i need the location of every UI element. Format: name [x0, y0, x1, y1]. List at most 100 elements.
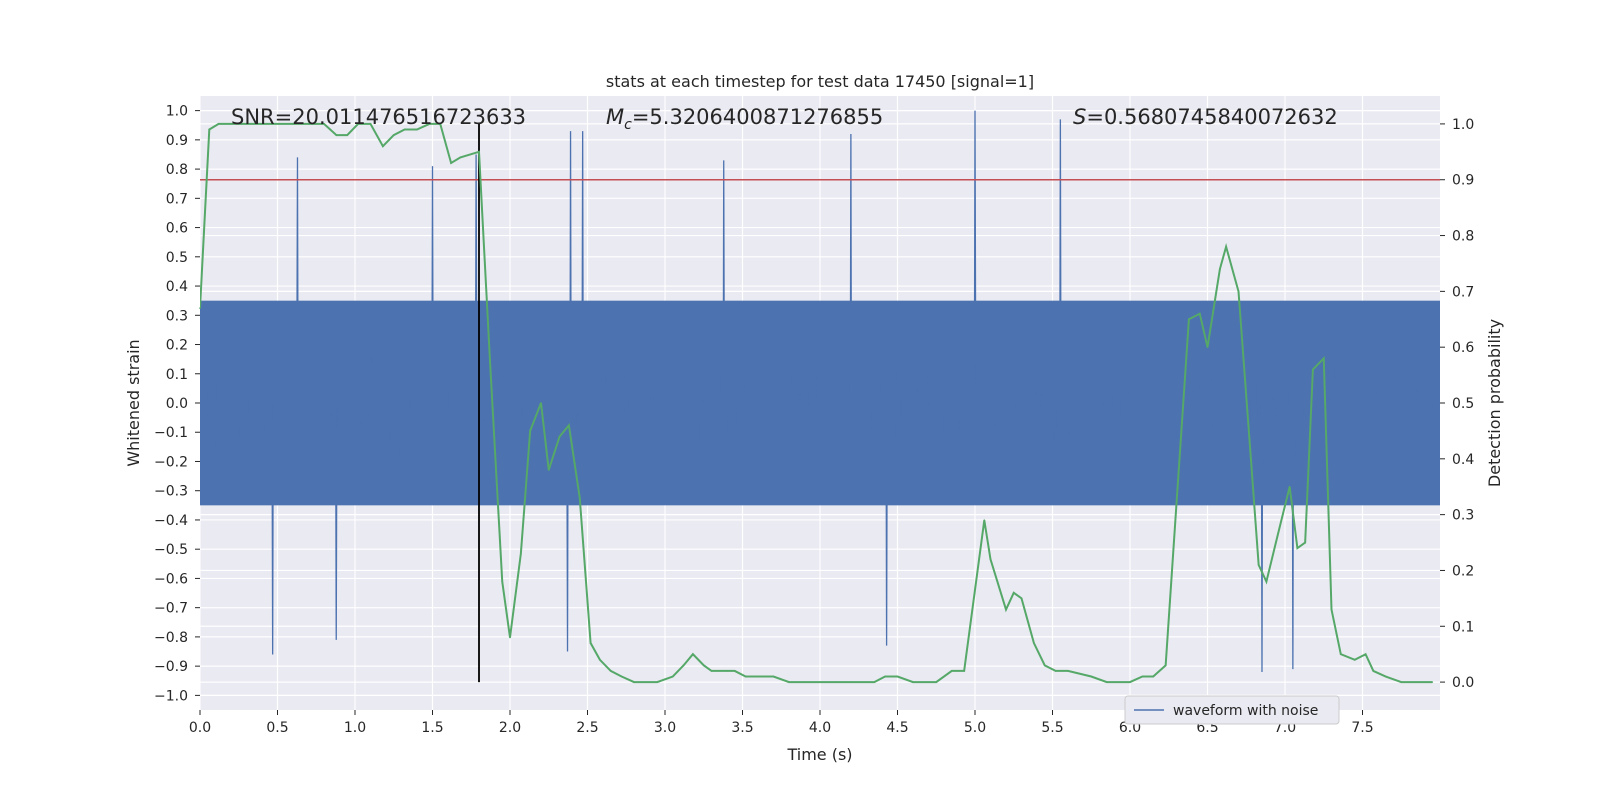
probability-point — [208, 128, 211, 131]
probability-point — [520, 552, 522, 555]
x-tick-label: 2.0 — [499, 720, 521, 736]
probability-point — [1225, 245, 1227, 248]
y-left-tick-label: 0.7 — [166, 191, 188, 207]
probability-point — [403, 128, 406, 131]
y-left-tick-label: 1.0 — [166, 104, 188, 120]
probability-point — [261, 123, 263, 125]
probability-point — [589, 642, 592, 644]
probability-point — [692, 653, 694, 655]
y-right-tick-label: 0.7 — [1452, 284, 1474, 300]
s-annotation: S=0.5680745840072632 — [1073, 105, 1338, 129]
chart-title: stats at each timestep for test data 174… — [606, 72, 1034, 91]
x-tick-label: 3.0 — [654, 720, 676, 736]
probability-point — [1033, 642, 1035, 644]
chirp-mass-annotation: Mc=5.3206400871276855 — [606, 105, 883, 133]
probability-point — [369, 123, 372, 125]
probability-point — [772, 675, 775, 678]
probability-point — [671, 675, 674, 678]
probability-point — [1198, 312, 1201, 315]
y-right-tick-label: 1.0 — [1452, 117, 1474, 133]
probability-point — [335, 134, 338, 136]
x-tick-label: 7.5 — [1351, 720, 1373, 736]
probability-point — [416, 128, 418, 131]
probability-point — [478, 151, 480, 153]
probability-point — [217, 123, 220, 125]
y-left-axis-ticks: 1.0 0.9 0.8 0.7 0.6 0.5 0.4 0.3 0.2 0.1 0.0 −0.1 −0.… — [154, 104, 200, 704]
probability-point — [1067, 670, 1069, 672]
probability-point — [199, 307, 201, 309]
probability-point — [1141, 675, 1144, 678]
probability-point — [896, 675, 899, 678]
probability-point — [757, 675, 759, 678]
probability-point — [1219, 268, 1221, 270]
probability-point — [245, 123, 248, 125]
probability-point — [501, 580, 504, 583]
probability-point — [439, 123, 442, 125]
y-left-tick-label: 0.0 — [166, 396, 188, 412]
y-right-tick-label: 0.2 — [1452, 563, 1474, 579]
y-right-tick-label: 0.3 — [1452, 508, 1474, 524]
probability-point — [834, 681, 837, 683]
probability-point — [702, 664, 705, 667]
probability-point — [1164, 664, 1167, 667]
y-left-tick-label: −0.8 — [154, 630, 188, 646]
probability-point — [620, 675, 623, 678]
probability-point — [1257, 564, 1260, 566]
probability-point — [1400, 681, 1403, 683]
probability-point — [307, 123, 310, 125]
legend: waveform with noise — [1124, 695, 1340, 725]
x-tick-label: 4.5 — [886, 720, 908, 736]
y-left-tick-label: 0.4 — [166, 279, 188, 295]
probability-point — [1288, 485, 1291, 488]
probability-point — [599, 658, 601, 661]
x-tick-label: 1.0 — [344, 720, 366, 736]
x-tick-label: 5.0 — [964, 720, 986, 736]
y-left-axis-label: Whitened strain — [124, 339, 143, 466]
y-left-tick-label: −0.2 — [154, 454, 188, 470]
probability-point — [788, 681, 790, 683]
probability-point — [1353, 658, 1356, 661]
probability-point — [1250, 458, 1252, 460]
probability-point — [884, 675, 886, 678]
probability-point — [1054, 670, 1057, 672]
y-left-tick-label: −0.7 — [154, 601, 188, 617]
s-symbol: S — [1073, 105, 1086, 129]
probability-point — [819, 681, 821, 683]
probability-point — [609, 670, 612, 672]
probability-point — [1312, 368, 1314, 371]
probability-point — [989, 558, 992, 561]
probability-point — [1372, 670, 1375, 672]
probability-point — [1322, 357, 1325, 360]
probability-point — [547, 469, 550, 471]
y-right-tick-label: 0.0 — [1452, 675, 1474, 691]
y-left-tick-label: −0.6 — [154, 571, 188, 587]
probability-point — [489, 357, 491, 360]
y-left-tick-label: 0.2 — [166, 338, 188, 354]
probability-point — [382, 145, 384, 148]
probability-point — [292, 123, 294, 125]
probability-point — [682, 664, 685, 667]
chirp-mass-value: =5.3206400871276855 — [632, 105, 883, 129]
x-tick-label: 5.5 — [1041, 720, 1063, 736]
probability-point — [450, 162, 452, 164]
plot-content — [199, 110, 1440, 684]
probability-point — [983, 519, 986, 522]
x-tick-label: 4.0 — [809, 720, 831, 736]
probability-point — [1296, 547, 1299, 549]
y-left-tick-label: −0.3 — [154, 484, 188, 500]
probability-point — [346, 134, 349, 136]
x-axis-label: Time (s) — [786, 745, 852, 764]
x-tick-label: 0.0 — [189, 720, 211, 736]
probability-point — [529, 430, 531, 432]
y-right-tick-label: 0.4 — [1452, 452, 1474, 468]
probability-point — [578, 497, 581, 499]
probability-point — [733, 670, 736, 672]
y-left-tick-label: 0.5 — [166, 250, 188, 266]
probability-point — [428, 123, 431, 125]
probability-point — [633, 681, 635, 683]
y-right-axis-ticks: 1.0 0.9 0.8 0.7 0.6 0.5 0.4 0.3 0.2 0.1 0.0 — [1440, 117, 1474, 691]
probability-point — [509, 636, 511, 639]
probability-point — [323, 123, 325, 125]
probability-point — [912, 681, 914, 683]
